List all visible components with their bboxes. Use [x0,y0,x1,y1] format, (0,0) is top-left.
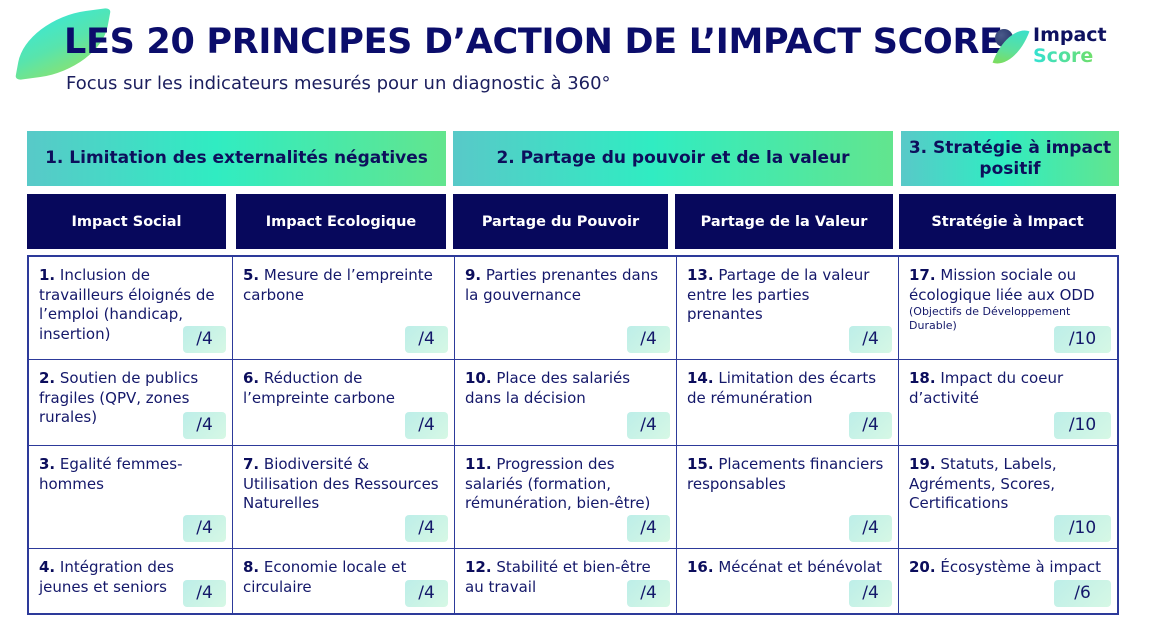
score-badge: /10 [1054,412,1111,439]
category-impact-social: Impact Social [27,194,226,249]
score-badge: /4 [405,580,448,607]
principle-text: Statuts, Labels, Agréments, Scores, Cert… [909,455,1057,512]
score-badge: /4 [627,515,670,542]
principle-number: 8. [243,558,260,576]
score-badge: /4 [405,412,448,439]
principle-cell: 11. Progression des salariés (formation,… [455,446,677,549]
principle-text: Intégration des jeunes et seniors [39,558,174,596]
principle-text: Egalité femmes-hommes [39,455,183,493]
principle-cell: 7. Biodiversité & Utilisation des Ressou… [233,446,455,549]
section-header-strategie: 3. Stratégie à impact positif [901,131,1119,186]
principle-number: 13. [687,266,714,284]
principle-number: 6. [243,369,260,387]
score-badge: /4 [405,515,448,542]
principle-text: Parties prenantes dans la gouvernance [465,266,659,304]
principle-note: (Objectifs de Développement Durable) [909,305,1071,332]
score-badge: /4 [849,326,892,353]
principle-cell: 17. Mission sociale ou écologique liée a… [899,257,1117,360]
principle-cell: 4. Intégration des jeunes et seniors /4 [29,549,233,613]
score-badge: /4 [627,326,670,353]
principle-number: 12. [465,558,492,576]
principle-cell: 1. Inclusion de travailleurs éloignés de… [29,257,233,360]
principles-grid: 1. Inclusion de travailleurs éloignés de… [27,255,1119,615]
principle-number: 15. [687,455,714,473]
score-badge: /4 [405,326,448,353]
category-partage-valeur: Partage de la Valeur [675,194,893,249]
principle-text: Limitation des écarts de rémunération [687,369,877,407]
principle-cell: 14. Limitation des écarts de rémunératio… [677,360,899,446]
category-strategie-impact: Stratégie à Impact [899,194,1116,249]
page-title: LES 20 PRINCIPES D’ACTION DE L’IMPACT SC… [64,22,1003,62]
page-subtitle: Focus sur les indicateurs mesurés pour u… [66,73,611,94]
principle-number: 14. [687,369,714,387]
category-impact-ecologique: Impact Ecologique [236,194,446,249]
principle-cell: 9. Parties prenantes dans la gouvernance… [455,257,677,360]
principle-number: 20. [909,558,936,576]
score-badge: /4 [849,580,892,607]
logo-text-impact: Impact [1033,24,1107,46]
principle-number: 10. [465,369,492,387]
principle-text: Inclusion de travailleurs éloignés de l’… [39,266,215,343]
section-header-externalites: 1. Limitation des externalités négatives [27,131,446,186]
principle-cell: 18. Impact du coeur d’activité /10 [899,360,1117,446]
score-badge: /6 [1054,580,1111,607]
principle-number: 16. [687,558,714,576]
principle-cell: 10. Place des salariés dans la décision … [455,360,677,446]
score-badge: /4 [183,515,226,542]
principle-text: Stabilité et bien-être au travail [465,558,651,596]
principle-text: Placements financiers responsables [687,455,884,493]
category-partage-pouvoir: Partage du Pouvoir [453,194,668,249]
score-badge: /10 [1054,326,1111,353]
score-badge: /4 [183,580,226,607]
principle-number: 4. [39,558,56,576]
principle-text: Biodiversité & Utilisation des Ressource… [243,455,439,512]
principle-number: 9. [465,266,482,284]
principle-cell: 12. Stabilité et bien-être au travail /4 [455,549,677,613]
principle-number: 17. [909,266,936,284]
score-badge: /4 [627,580,670,607]
score-badge: /4 [849,412,892,439]
principle-cell: 5. Mesure de l’empreinte carbone /4 [233,257,455,360]
principle-number: 3. [39,455,56,473]
principle-cell: 13. Partage de la valeur entre les parti… [677,257,899,360]
principle-text: Soutien de publics fragiles (QPV, zones … [39,369,199,426]
principle-text: Economie locale et circulaire [243,558,407,596]
principle-number: 5. [243,266,260,284]
principle-text: Partage de la valeur entre les parties p… [687,266,870,323]
principle-number: 7. [243,455,260,473]
principle-text: Mission sociale ou écologique liée aux O… [909,266,1095,304]
principle-text: Mécénat et bénévolat [713,558,882,576]
score-badge: /4 [183,412,226,439]
principle-cell: 2. Soutien de publics fragiles (QPV, zon… [29,360,233,446]
section-header-partage: 2. Partage du pouvoir et de la valeur [453,131,893,186]
principle-number: 11. [465,455,492,473]
score-badge: /4 [627,412,670,439]
principle-cell: 6. Réduction de l’empreinte carbone /4 [233,360,455,446]
principle-number: 2. [39,369,56,387]
principle-text: Place des salariés dans la décision [465,369,631,407]
principle-cell: 3. Egalité femmes-hommes /4 [29,446,233,549]
principle-number: 18. [909,369,936,387]
impact-score-logo: Impact Score [992,23,1113,71]
principle-cell: 15. Placements financiers responsables /… [677,446,899,549]
score-badge: /4 [849,515,892,542]
principle-text: Réduction de l’empreinte carbone [243,369,395,407]
principle-number: 19. [909,455,936,473]
principle-number: 1. [39,266,56,284]
principle-text: Mesure de l’empreinte carbone [243,266,433,304]
score-badge: /10 [1054,515,1111,542]
principle-cell: 20. Écosystème à impact /6 [899,549,1117,613]
principle-cell: 19. Statuts, Labels, Agréments, Scores, … [899,446,1117,549]
principle-cell: 8. Economie locale et circulaire /4 [233,549,455,613]
principle-text: Impact du coeur d’activité [909,369,1064,407]
logo-text-score: Score [1033,45,1094,67]
score-badge: /4 [183,326,226,353]
principle-text: Progression des salariés (formation, rém… [465,455,651,512]
principle-text: Écosystème à impact [935,558,1102,576]
principle-cell: 16. Mécénat et bénévolat /4 [677,549,899,613]
